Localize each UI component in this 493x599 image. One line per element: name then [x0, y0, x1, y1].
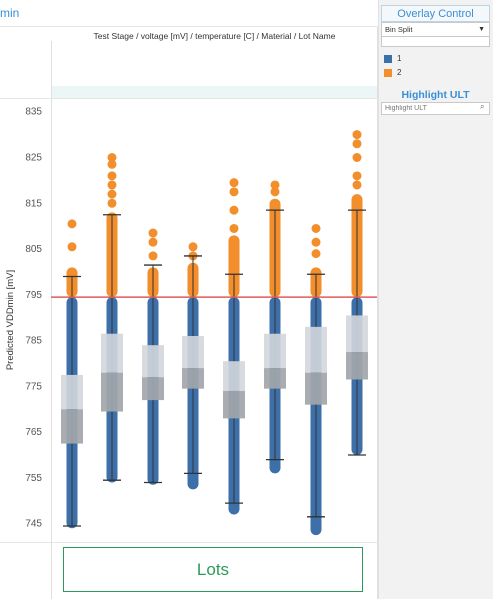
bin2-outlier-point — [107, 189, 117, 199]
box-upper-quartile — [61, 374, 83, 410]
bin2-outlier-point — [148, 228, 158, 238]
bin2-outlier-point — [352, 153, 362, 163]
plot-bottom-rule — [0, 542, 378, 543]
bin2-outlier-point — [107, 159, 117, 169]
bin2-outlier-point — [311, 223, 321, 233]
bin2-outlier-point — [107, 198, 117, 208]
y-tick-label: 745 — [25, 519, 42, 530]
box-lower-quartile — [264, 368, 286, 389]
box-upper-quartile — [142, 345, 164, 378]
box-lower-quartile — [182, 368, 204, 389]
y-tick-label: 825 — [25, 153, 42, 164]
overlay-select-value: Bin Split — [385, 25, 413, 34]
plot-top-rule — [0, 98, 378, 99]
bin2-outlier-point — [188, 242, 198, 252]
highlight-input[interactable] — [381, 102, 490, 115]
y-tick-label: 815 — [25, 198, 42, 209]
y-tick-label: 765 — [25, 427, 42, 438]
lots-filter-button[interactable]: Lots — [63, 547, 363, 592]
legend-item-1[interactable]: 1 — [384, 54, 401, 63]
bin2-outlier-point — [107, 180, 117, 190]
box-upper-quartile — [223, 361, 245, 391]
chart-pane: min Test Stage / voltage [mV] / temperat… — [0, 6, 378, 599]
column-header-label: Test Stage / voltage [mV] / temperature … — [93, 31, 336, 41]
box-lower-quartile — [61, 409, 83, 444]
bin2-outlier-point — [270, 187, 280, 197]
bin2-point-band — [228, 235, 240, 298]
legend-label-1: 1 — [397, 54, 402, 63]
bin2-outlier-point — [352, 130, 362, 140]
overlay-select[interactable]: Bin Split ▼ — [381, 22, 490, 37]
bin2-outlier-point — [67, 219, 77, 229]
y-tick-label: 805 — [25, 244, 42, 255]
bin2-outlier-point — [311, 249, 321, 259]
bin2-outlier-point — [352, 180, 362, 190]
box-upper-quartile — [101, 333, 123, 373]
legend-swatch-2 — [384, 68, 392, 77]
bin2-outlier-point — [229, 205, 239, 215]
bin2-outlier-point — [311, 237, 321, 247]
highlight-title: Highlight ULT — [401, 89, 470, 101]
y-tick-label: 795 — [25, 290, 42, 301]
bin2-outlier-point — [352, 139, 362, 149]
bin2-outlier-point — [107, 153, 117, 163]
box-lower-quartile — [101, 372, 123, 412]
overlay-select-list — [381, 37, 490, 47]
box-lower-quartile — [142, 377, 164, 401]
y-tick-label: 785 — [25, 336, 42, 347]
lots-label: Lots — [196, 559, 230, 579]
legend-swatch-1 — [384, 54, 392, 63]
bin2-outlier-point — [148, 251, 158, 261]
bin2-outlier-point — [229, 178, 239, 188]
box-upper-quartile — [346, 315, 368, 353]
y-axis-label: Predicted VDDmin [mV] — [5, 270, 16, 370]
box-lower-quartile — [346, 352, 368, 380]
overlay-control-title: Overlay Control — [381, 5, 490, 22]
sheet-title: min — [0, 6, 20, 20]
box-lower-quartile — [223, 390, 245, 419]
bin2-outlier-point — [270, 180, 280, 190]
bin2-outlier-point — [67, 242, 77, 252]
y-tick-label: 755 — [25, 473, 42, 484]
bin2-outlier-point — [352, 171, 362, 181]
bin2-outlier-point — [229, 223, 239, 233]
y-tick-label: 775 — [25, 381, 42, 392]
bin2-outlier-point — [229, 187, 239, 197]
legend-label-2: 2 — [397, 68, 402, 77]
vddmin-chart: 745 755 765 775 785 795 805 815 825 835 Predicted … — [5, 107, 377, 536]
search-icon[interactable]: ⌕ — [480, 102, 485, 111]
box-lower-quartile — [305, 372, 327, 405]
bin2-outlier-point — [148, 237, 158, 247]
right-panel — [378, 0, 493, 599]
box-upper-quartile — [305, 326, 327, 373]
header-band — [51, 86, 378, 98]
bin2-outlier-point — [107, 171, 117, 181]
y-tick-label: 835 — [25, 107, 42, 118]
legend-item-2[interactable]: 2 — [384, 68, 401, 77]
axis-divider — [51, 41, 52, 599]
pane-right-border — [377, 26, 378, 599]
box-upper-quartile — [264, 333, 286, 369]
header-rule — [0, 26, 378, 27]
dropdown-arrow-icon[interactable]: ▼ — [478, 26, 485, 33]
box-upper-quartile — [182, 336, 204, 369]
